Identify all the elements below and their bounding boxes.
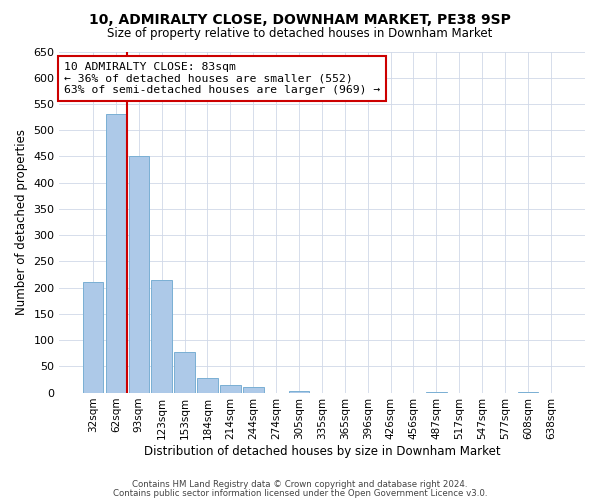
Bar <box>83 282 103 393</box>
Bar <box>243 388 263 392</box>
Y-axis label: Number of detached properties: Number of detached properties <box>15 129 28 315</box>
Bar <box>175 352 195 393</box>
Text: Contains public sector information licensed under the Open Government Licence v3: Contains public sector information licen… <box>113 489 487 498</box>
Bar <box>197 378 218 392</box>
Bar <box>220 385 241 392</box>
Text: 10, ADMIRALTY CLOSE, DOWNHAM MARKET, PE38 9SP: 10, ADMIRALTY CLOSE, DOWNHAM MARKET, PE3… <box>89 12 511 26</box>
Text: 10 ADMIRALTY CLOSE: 83sqm
← 36% of detached houses are smaller (552)
63% of semi: 10 ADMIRALTY CLOSE: 83sqm ← 36% of detac… <box>64 62 380 95</box>
Text: Contains HM Land Registry data © Crown copyright and database right 2024.: Contains HM Land Registry data © Crown c… <box>132 480 468 489</box>
Bar <box>128 156 149 392</box>
X-axis label: Distribution of detached houses by size in Downham Market: Distribution of detached houses by size … <box>143 444 500 458</box>
Bar <box>151 280 172 392</box>
Bar <box>106 114 126 392</box>
Text: Size of property relative to detached houses in Downham Market: Size of property relative to detached ho… <box>107 28 493 40</box>
Bar <box>289 391 310 392</box>
